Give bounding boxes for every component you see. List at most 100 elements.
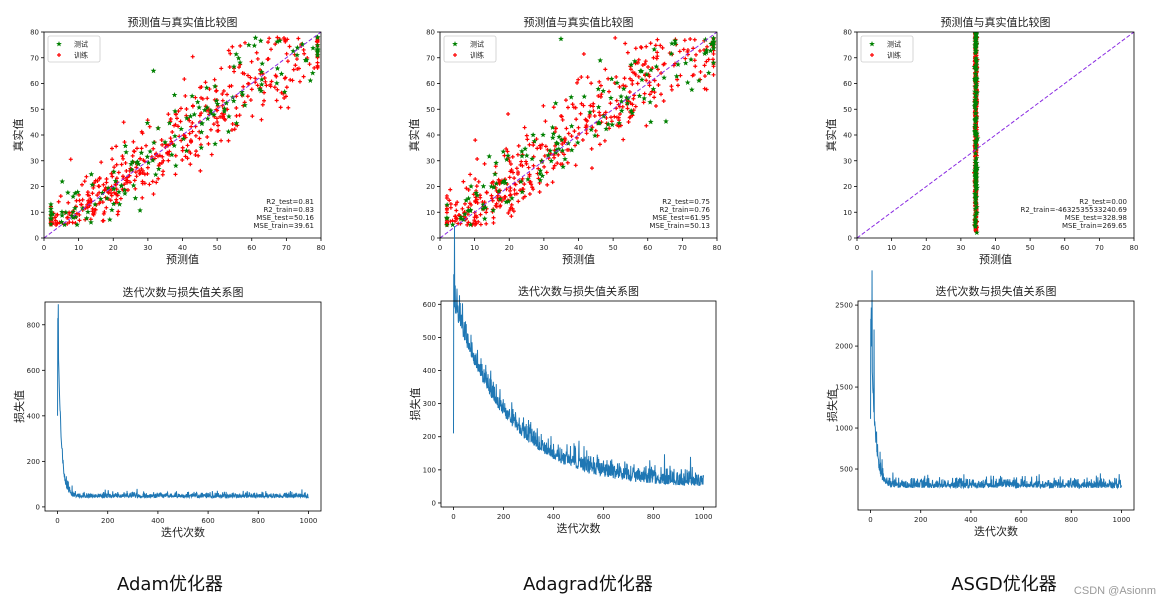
train-point [548,151,553,156]
train-point [623,41,628,46]
train-point [579,75,584,80]
x-tick-label: 400 [964,516,977,524]
train-point [193,95,198,100]
train-point [114,162,119,167]
x-tick-label: 800 [647,513,660,521]
train-point [238,43,243,48]
train-point [482,161,487,166]
test-point [973,100,980,106]
train-point [453,202,458,207]
train-point [260,102,265,107]
y-tick-label: 40 [426,132,435,140]
test-point [554,146,560,153]
test-point [135,161,142,167]
metric-line: MSE_test=61.95 [652,214,710,222]
y-tick-label: 0 [432,499,436,507]
test-point [107,216,113,222]
test-point [129,158,136,165]
test-point [973,143,979,149]
train-point [646,64,651,69]
test-point [973,32,980,37]
train-point [77,212,82,217]
y-tick-label: 0 [36,503,40,511]
train-point [184,107,189,112]
test-point [537,170,543,177]
train-point [518,188,523,193]
train-point [493,203,498,208]
x-tick-label: 80 [317,244,326,252]
train-point [301,74,306,79]
train-point [110,174,115,179]
watermark: CSDN @Asionm [1073,585,1156,597]
train-point [597,79,602,84]
test-point [444,222,450,228]
test-point [973,155,980,161]
train-point [315,65,320,70]
y-tick-label: 50 [843,106,852,114]
train-point [631,96,636,101]
test-point [672,40,678,47]
test-point [48,221,54,227]
test-point [490,207,497,213]
test-point [213,97,220,104]
train-point [618,123,623,128]
train-point [139,146,144,151]
train-point [85,190,90,195]
train-point [617,104,622,109]
test-point [201,107,208,113]
train-point [221,114,226,119]
train-point [232,69,237,74]
test-point [183,147,190,154]
train-point [566,131,571,136]
test-point [672,37,678,44]
train-point [228,51,233,56]
train-point [585,75,590,80]
test-point [122,142,129,149]
train-point [527,180,532,185]
test-point [474,192,481,198]
x-tick-label: 400 [151,517,164,525]
test-point [63,209,69,215]
test-point [486,153,493,159]
x-tick-label: 600 [201,517,214,525]
train-point [281,35,286,40]
test-point [480,201,487,208]
test-point [468,183,474,189]
test-point [314,52,321,58]
x-tick-label: 10 [470,244,479,252]
train-point [211,122,216,127]
y-tick-label: 500 [423,334,436,342]
train-point [473,138,478,143]
train-point [461,179,466,184]
train-point [68,157,73,162]
test-point [972,205,979,212]
test-point [116,201,123,207]
train-point [137,168,142,173]
train-point [214,89,219,94]
test-point [88,219,94,225]
test-point [233,51,239,57]
train-point [688,36,693,41]
train-point [145,165,150,170]
train-point [565,160,570,165]
test-point [710,59,717,66]
test-point [294,44,301,51]
chart-title: 预测值与真实值比较图 [524,15,634,29]
train-point [509,167,514,172]
test-point [663,118,669,124]
train-point [617,111,622,116]
scatter-chart-3: 0 10 20 30 40 50 60 70 80 0 10 20 30 40 50 60 70 80 预测值与真实… [824,15,1138,266]
train-point [122,182,127,187]
train-point [109,193,114,198]
train-point [194,149,199,154]
test-point [274,38,281,45]
test-point [973,176,979,182]
y-tick-label: 800 [27,321,40,329]
train-point [648,41,653,46]
train-point [114,176,119,181]
train-point [285,59,290,64]
train-point [598,83,603,88]
train-point [516,143,521,148]
x-tick-label: 400 [547,513,560,521]
